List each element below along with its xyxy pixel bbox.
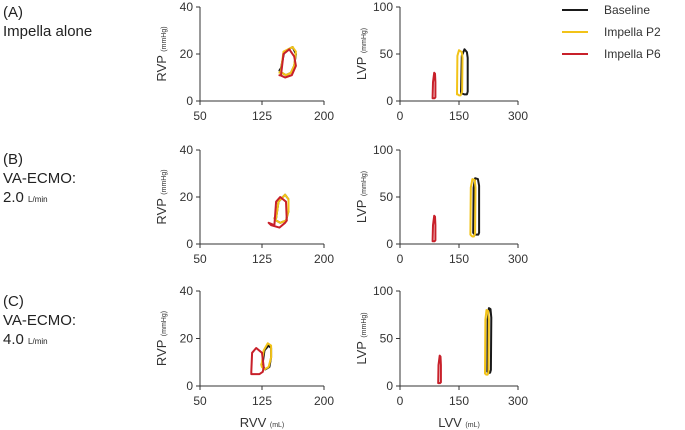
- x-tick-label: 50: [193, 252, 207, 266]
- y-axis-label-unit: (mmHg): [161, 311, 168, 336]
- y-tick-label: 20: [180, 332, 194, 346]
- x-tick-label: 0: [397, 394, 404, 408]
- panel-a-lv: 0 50 100 0 150 300 LVP (mmHg): [354, 0, 528, 123]
- pv-loop-baseline: [460, 48, 469, 96]
- row-c-flow: 4.0 L/min: [3, 330, 76, 351]
- x-tick-label: 50: [193, 109, 207, 123]
- x-axis-label-unit: (mL): [270, 422, 284, 429]
- x-tick-label: 150: [449, 252, 469, 266]
- x-tick-label: 50: [193, 394, 207, 408]
- y-axis-label: LVP (mmHg): [354, 312, 369, 364]
- row-b-flow-value: 2.0: [3, 189, 24, 206]
- y-axis-label: LVP (mmHg): [354, 171, 369, 223]
- row-c-letter: (C): [3, 293, 24, 310]
- panel-b-rv: 0 20 40 50 125 200 RVP (mmHg): [154, 143, 334, 266]
- y-tick-label: 40: [180, 143, 194, 157]
- x-tick-label: 150: [449, 109, 469, 123]
- y-tick-label: 100: [373, 0, 393, 14]
- pv-loop-impella-p6: [278, 48, 297, 79]
- y-axis-label-unit: (mmHg): [361, 28, 368, 53]
- y-axis-label-unit: (mmHg): [161, 26, 168, 51]
- x-tick-label: 125: [252, 109, 272, 123]
- x-axis-label-unit: (mL): [465, 422, 479, 429]
- x-tick-label: 200: [314, 394, 334, 408]
- y-tick-label: 20: [180, 190, 194, 204]
- y-axis-label-text: RVP: [154, 52, 169, 82]
- x-tick-label: 300: [508, 109, 528, 123]
- y-axis-label: LVP (mmHg): [354, 28, 369, 80]
- row-b-condition: VA-ECMO:: [3, 170, 77, 187]
- y-tick-label: 50: [380, 190, 394, 204]
- pv-loop-impella-p6: [431, 214, 437, 243]
- pv-loop-impella-p6: [267, 196, 288, 229]
- y-axis-label-unit: (mmHg): [361, 171, 368, 196]
- x-tick-label: 300: [508, 252, 528, 266]
- y-axis-label-unit: (mmHg): [361, 312, 368, 337]
- y-tick-label: 0: [186, 379, 193, 393]
- row-label-c: (C) VA-ECMO: 4.0 L/min: [3, 292, 76, 351]
- pv-loop-impella-p2: [469, 178, 477, 238]
- pv-loop-impella-p6: [431, 71, 437, 100]
- x-tick-label: 200: [314, 252, 334, 266]
- y-axis-label: RVP (mmHg): [154, 26, 169, 81]
- y-axis-label-text: LVP: [354, 196, 369, 223]
- y-tick-label: 100: [373, 143, 393, 157]
- y-axis-label: RVP (mmHg): [154, 311, 169, 366]
- y-tick-label: 0: [386, 379, 393, 393]
- y-axis-label-text: RVP: [154, 336, 169, 366]
- y-tick-label: 0: [186, 94, 193, 108]
- row-label-b: (B) VA-ECMO: 2.0 L/min: [3, 150, 76, 209]
- y-tick-label: 50: [380, 332, 394, 346]
- y-tick-label: 50: [380, 47, 394, 61]
- panel-c-rv: 0 20 40 50 125 200 RVP (mmHg) RVV (mL): [154, 284, 334, 430]
- y-axis-label-text: LVP: [354, 53, 369, 80]
- row-label-a: (A) Impella alone: [3, 3, 92, 41]
- pv-loop-impella-p2: [456, 49, 464, 97]
- y-axis-label: RVP (mmHg): [154, 169, 169, 224]
- y-tick-label: 40: [180, 0, 194, 14]
- y-tick-label: 0: [186, 237, 193, 251]
- legend-label: Impella P6: [604, 47, 661, 61]
- x-tick-label: 125: [252, 252, 272, 266]
- y-tick-label: 40: [180, 284, 194, 298]
- row-a-condition: Impella alone: [3, 23, 93, 40]
- row-c-flow-value: 4.0: [3, 331, 24, 348]
- x-axis-label: RVV (mL): [240, 415, 285, 430]
- y-axis-label-text: RVP: [154, 195, 169, 225]
- x-tick-label: 0: [397, 109, 404, 123]
- x-tick-label: 200: [314, 109, 334, 123]
- y-axis-label-text: LVP: [354, 338, 369, 365]
- y-axis-label-unit: (mmHg): [161, 169, 168, 194]
- x-axis-label-text: RVV: [240, 415, 270, 430]
- x-axis-label: LVV (mL): [438, 415, 480, 430]
- y-tick-label: 100: [373, 284, 393, 298]
- y-tick-label: 20: [180, 47, 194, 61]
- y-tick-label: 0: [386, 94, 393, 108]
- x-tick-label: 0: [397, 252, 404, 266]
- row-b-flow-unit: L/min: [28, 195, 48, 204]
- row-b-letter: (B): [3, 151, 23, 168]
- legend-label: Impella P2: [604, 25, 661, 39]
- y-tick-label: 0: [386, 237, 393, 251]
- x-tick-label: 125: [252, 394, 272, 408]
- row-a-letter: (A): [3, 4, 23, 21]
- panel-b-lv: 0 50 100 0 150 300 LVP (mmHg): [354, 143, 528, 266]
- row-c-flow-unit: L/min: [28, 337, 48, 346]
- row-c-condition: VA-ECMO:: [3, 312, 77, 329]
- legend: Baseline Impella P2 Impella P6: [562, 3, 661, 61]
- panel-c-lv: 0 50 100 0 150 300 LVP (mmHg) LVV (mL): [354, 284, 528, 430]
- legend-label: Baseline: [604, 3, 650, 17]
- pv-loop-impella-p2: [260, 342, 273, 371]
- pv-loop-impella-p6: [437, 354, 442, 385]
- row-b-flow: 2.0 L/min: [3, 188, 76, 209]
- x-tick-label: 300: [508, 394, 528, 408]
- x-tick-label: 150: [449, 394, 469, 408]
- pv-loop-impella-p6: [250, 347, 265, 376]
- pv-loop-impella-p2: [484, 309, 490, 376]
- panel-a-rv: 0 20 40 50 125 200 RVP (mmHg): [154, 0, 334, 123]
- x-axis-label-text: LVV: [438, 415, 465, 430]
